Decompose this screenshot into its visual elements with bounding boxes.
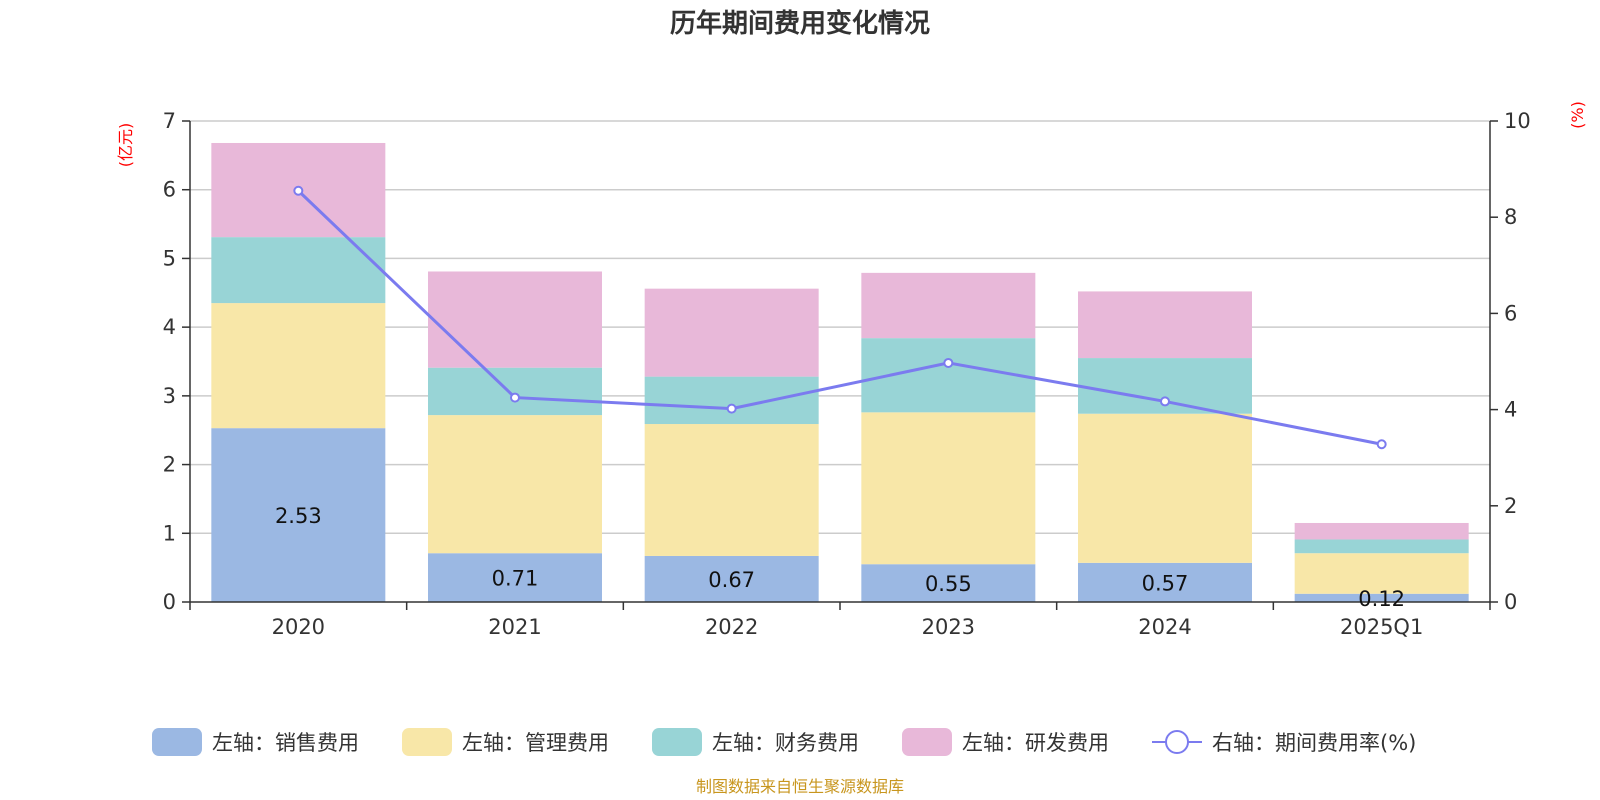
bar-value-label: 0.67 — [708, 568, 755, 592]
right-axis-tick-label: 8 — [1504, 205, 1517, 229]
chart-title: 历年期间费用变化情况 — [670, 8, 930, 39]
labels-layer: 2.53 0.71 0.67 0.55 0.57 0.12 — [275, 504, 1405, 611]
legend-label: 右轴：期间费用率(%) — [1212, 731, 1416, 755]
legend: 左轴：销售费用 左轴：管理费用 左轴：财务费用 左轴：研发费用 右轴：期间费用率(%) — [152, 728, 1416, 756]
bar-value-label: 0.57 — [1142, 571, 1189, 595]
bar-segment — [428, 271, 602, 368]
x-axis-tick-label: 2022 — [705, 615, 758, 639]
rate-point — [943, 357, 954, 368]
legend-swatch — [152, 728, 202, 756]
legend-swatch — [652, 728, 702, 756]
left-axis-tick-label: 2 — [163, 453, 176, 477]
bar-value-label: 2.53 — [275, 504, 322, 528]
bar-segment — [1078, 562, 1252, 602]
bar-segment — [861, 272, 1036, 339]
right-axis-tick-label: 0 — [1504, 590, 1517, 614]
bar-segment — [428, 415, 602, 554]
bar-segment — [1294, 593, 1469, 602]
left-axis-tick-label: 4 — [163, 315, 176, 339]
bar-segment — [1294, 539, 1469, 554]
bar-value-label: 0.71 — [492, 567, 539, 591]
bar-segment — [428, 367, 602, 416]
x-axis-tick-label: 2021 — [488, 615, 541, 639]
legend-label: 左轴：管理费用 — [462, 731, 609, 755]
x-axis-tick-label: 2020 — [272, 615, 325, 639]
x-axis-tick-label: 2024 — [1138, 615, 1191, 639]
bar-segment — [861, 564, 1036, 602]
left-axis-unit: (亿元) — [116, 123, 135, 168]
right-axis-tick-label: 6 — [1504, 301, 1517, 325]
bars-layer — [211, 142, 1469, 602]
bar-segment — [211, 303, 386, 429]
axes-layer: 0 1 2 3 4 5 6 7 0 2 4 6 8 10 2020 2021 2022 2023 2024 2025Q… — [163, 109, 1531, 639]
grid-layer — [190, 120, 1490, 535]
bar-segment — [211, 428, 386, 602]
source-note: 制图数据来自恒生聚源数据库 — [696, 777, 904, 796]
rate-point — [293, 185, 304, 196]
bar-segment — [1294, 553, 1469, 594]
legend-label: 左轴：销售费用 — [212, 731, 359, 755]
bar-segment — [644, 555, 819, 602]
line-layer — [293, 185, 1387, 450]
legend-swatch — [902, 728, 952, 756]
bar-segment — [861, 412, 1036, 565]
bar-segment — [428, 553, 602, 602]
right-axis-tick-label: 10 — [1504, 109, 1531, 133]
legend-label: 左轴：财务费用 — [712, 731, 859, 755]
right-axis-tick-label: 2 — [1504, 494, 1517, 518]
rate-line — [297, 189, 1382, 446]
left-axis-tick-label: 3 — [163, 384, 176, 408]
bar-segment — [1078, 413, 1252, 563]
left-axis-tick-label: 7 — [163, 109, 176, 133]
bar-segment — [1078, 291, 1252, 359]
legend-swatch — [402, 728, 452, 756]
left-axis-tick-label: 0 — [163, 590, 176, 614]
rate-point — [1160, 396, 1170, 407]
right-axis-unit: (%) — [1568, 101, 1587, 129]
bar-segment — [1294, 522, 1469, 540]
x-axis-tick-label: 2025Q1 — [1340, 615, 1423, 639]
bar-value-label: 0.55 — [925, 572, 972, 596]
x-axis-tick-label: 2023 — [922, 615, 975, 639]
right-axis-tick-label: 4 — [1504, 398, 1517, 422]
rate-point — [510, 392, 520, 403]
bar-value-label: 0.12 — [1358, 587, 1405, 611]
rate-point — [1376, 439, 1387, 450]
bar-segment — [644, 288, 819, 377]
bar-segment — [644, 424, 819, 556]
rate-point — [726, 403, 737, 414]
legend-marker — [1165, 730, 1189, 754]
bar-segment — [644, 376, 819, 425]
legend-label: 左轴：研发费用 — [962, 731, 1109, 755]
left-axis-tick-label: 5 — [163, 246, 176, 270]
left-axis-tick-label: 1 — [163, 521, 176, 545]
left-axis-tick-label: 6 — [163, 178, 176, 202]
